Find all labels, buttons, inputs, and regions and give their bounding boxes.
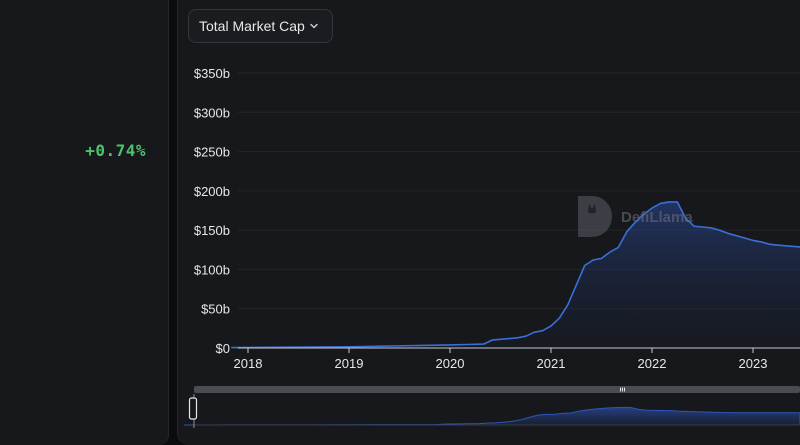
metric-select-label: Total Market Cap [199,18,305,34]
brush-mini-area [184,406,800,426]
x-tick-label: 2023 [739,356,768,371]
chevron-down-icon [310,23,318,29]
y-tick-label: $50b [201,302,230,317]
x-tick-label: 2022 [638,356,667,371]
change-percent: +0.74% [85,141,146,160]
y-tick-label: $0 [216,341,230,356]
brush-track[interactable] [194,386,800,393]
x-tick-label: 2019 [335,356,364,371]
y-tick-label: $150b [194,223,230,238]
y-tick-label: $100b [194,262,230,277]
area-fill [231,201,800,348]
y-tick-label: $350b [194,66,230,81]
llama-face-icon [588,204,596,214]
summary-panel: +0.74% [0,0,169,445]
series-line [231,201,800,349]
metric-select[interactable]: Total Market Cap [188,9,333,43]
x-tick-label: 2018 [234,356,263,371]
chart-panel: Total Market Cap [177,0,800,445]
brush-grip-icon[interactable] [620,387,625,392]
watermark-logo: DefiLlama [578,196,693,237]
llama-icon [578,196,612,237]
y-tick-label: $250b [194,145,230,160]
x-tick-label: 2021 [537,356,566,371]
y-tick-label: $200b [194,184,230,199]
x-tick-label: 2020 [436,356,465,371]
y-tick-label: $300b [194,105,230,120]
watermark-text: DefiLlama [621,209,693,226]
brush-left-handle[interactable] [188,397,198,420]
